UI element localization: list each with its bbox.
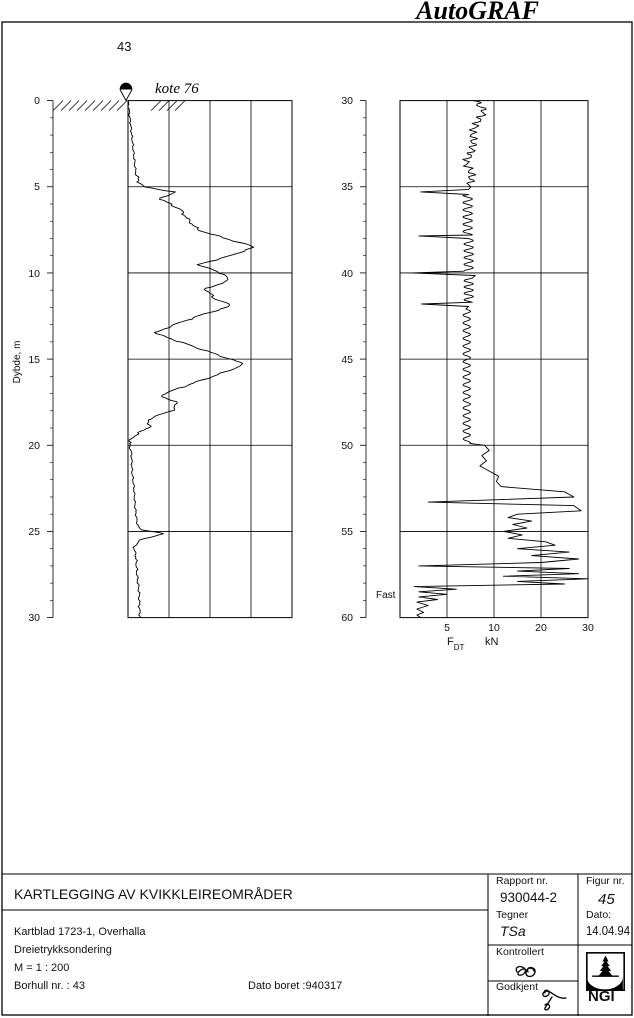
svg-text:Tegner: Tegner <box>496 909 529 921</box>
svg-text:Kartblad 1723-1, Overhalla: Kartblad 1723-1, Overhalla <box>14 926 146 938</box>
svg-text:kote 76: kote 76 <box>155 81 199 97</box>
svg-text:Dreietrykksondering: Dreietrykksondering <box>14 944 112 956</box>
svg-text:kN: kN <box>485 636 499 648</box>
svg-text:Dato:: Dato: <box>586 909 611 921</box>
svg-text:30: 30 <box>341 95 353 107</box>
svg-text:25: 25 <box>28 526 40 538</box>
svg-text:10: 10 <box>28 268 40 280</box>
svg-text:45: 45 <box>341 354 353 366</box>
svg-text:Godkjent: Godkjent <box>496 981 538 993</box>
svg-text:20: 20 <box>535 622 547 634</box>
svg-text:M = 1 : 200: M = 1 : 200 <box>14 962 69 974</box>
svg-text:Fast: Fast <box>376 590 396 601</box>
svg-text:50: 50 <box>341 440 353 452</box>
svg-text:60: 60 <box>341 612 353 624</box>
svg-text:5: 5 <box>444 622 450 634</box>
svg-text:Borhull nr. : 43: Borhull nr. : 43 <box>14 980 85 992</box>
svg-text:10: 10 <box>488 622 500 634</box>
svg-text:40: 40 <box>341 268 353 280</box>
svg-text:Kontrollert: Kontrollert <box>496 946 544 958</box>
svg-text:FDT: FDT <box>447 636 465 652</box>
svg-text:30: 30 <box>28 612 40 624</box>
svg-text:5: 5 <box>34 181 40 193</box>
svg-text:45: 45 <box>598 891 615 908</box>
svg-text:14.04.94: 14.04.94 <box>586 924 630 938</box>
svg-text:55: 55 <box>341 526 353 538</box>
svg-text:NGI: NGI <box>588 988 615 1005</box>
svg-text:TSa: TSa <box>500 923 526 939</box>
svg-text:AutoGRAF: AutoGRAF <box>414 0 539 25</box>
svg-text:Dybde, m: Dybde, m <box>12 341 23 384</box>
svg-text:KARTLEGGING AV KVIKKLEIREOMRÅD: KARTLEGGING AV KVIKKLEIREOMRÅDER <box>14 886 293 902</box>
svg-text:Rapport nr.: Rapport nr. <box>496 875 548 887</box>
svg-text:Figur nr.: Figur nr. <box>586 875 625 887</box>
svg-text:Dato boret :940317: Dato boret :940317 <box>248 980 342 992</box>
svg-text:35: 35 <box>341 181 353 193</box>
svg-text:30: 30 <box>582 622 594 634</box>
svg-text:930044-2: 930044-2 <box>500 890 557 905</box>
svg-text:20: 20 <box>28 440 40 452</box>
svg-text:15: 15 <box>28 354 40 366</box>
svg-text:43: 43 <box>117 39 131 54</box>
svg-text:0: 0 <box>34 95 40 107</box>
